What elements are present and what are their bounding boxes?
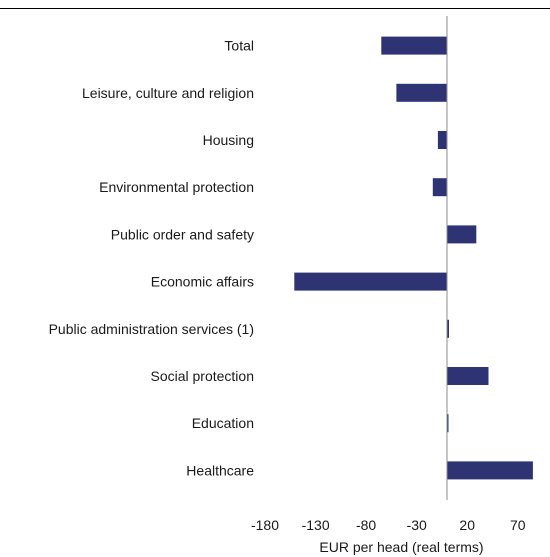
category-label: Public order and safety	[111, 226, 254, 242]
bar	[396, 83, 447, 102]
bar	[432, 178, 447, 197]
category-labels: Total Leisure, culture and religion Housin…	[49, 38, 255, 479]
category-label: Total	[224, 38, 254, 54]
category-label: Economic affairs	[151, 274, 254, 290]
category-label: Environmental protection	[99, 179, 254, 195]
bar	[294, 272, 447, 291]
bar	[437, 131, 447, 149]
x-tick-label: -30	[407, 517, 427, 533]
bar	[447, 414, 449, 433]
bar	[447, 461, 533, 480]
category-label: Public administration services (1)	[49, 321, 254, 337]
bar	[447, 319, 449, 338]
bar	[381, 36, 447, 55]
x-axis-label: EUR per head (real terms)	[319, 539, 483, 555]
bar	[447, 225, 477, 244]
category-label: Education	[192, 415, 254, 431]
x-tick-label: -130	[302, 517, 330, 533]
x-tick-label: 70	[510, 517, 526, 533]
x-tick-label: 20	[459, 517, 475, 533]
category-label: Healthcare	[186, 462, 254, 478]
x-tick-labels: -180 -130 -80 -30 20 70	[251, 517, 526, 533]
top-rule	[0, 8, 550, 9]
category-label: Leisure, culture and religion	[82, 85, 254, 101]
bars-group	[294, 36, 533, 480]
x-tick-label: -80	[356, 517, 376, 533]
category-label: Social protection	[150, 368, 254, 384]
x-tick-label: -180	[251, 517, 279, 533]
bar	[447, 367, 489, 385]
category-label: Housing	[203, 132, 254, 148]
